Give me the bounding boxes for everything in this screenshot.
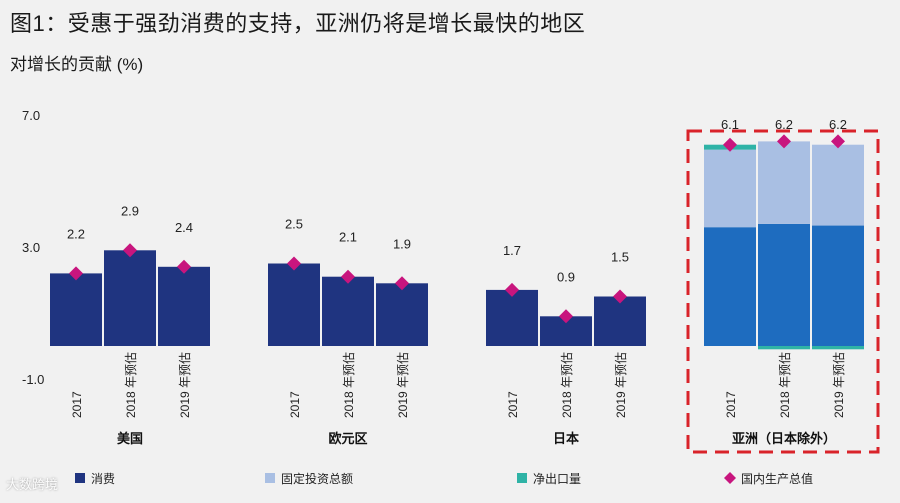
x-tick-label: 2019 年预估 [832,352,846,418]
gdp-marker [177,259,191,274]
data-label: 0.9 [557,269,575,284]
gdp-marker [287,256,301,271]
gdp-marker [559,309,573,324]
gdp-marker [341,269,355,284]
y-tick-label: -1.0 [22,372,44,387]
x-tick-label: 2019 年预估 [178,352,192,418]
bar-consumption [104,250,156,346]
data-label: 1.5 [611,250,629,265]
legend-swatch-investment [265,473,275,483]
gdp-marker [395,276,409,291]
bar-investment [812,144,864,226]
data-label: 2.5 [285,217,303,232]
bar-investment [758,141,810,224]
y-tick-label: 3.0 [22,240,40,255]
bar-consumption [322,276,374,346]
bar-net-exports [812,346,864,350]
data-label: 2.1 [339,230,357,245]
bar-investment [704,149,756,228]
x-tick-label: 2017 [288,391,302,418]
gdp-marker [831,134,845,149]
data-label: 2.9 [121,203,139,218]
legend-swatch-consumption [75,473,85,483]
bar-consumption [486,289,538,346]
bar-consumption [268,263,320,346]
data-label: 1.9 [393,236,411,251]
bar-consumption [594,296,646,346]
legend-swatch-gdp [724,472,736,484]
y-tick-label: 7.0 [22,108,40,123]
x-tick-label: 2018 年预估 [778,352,792,418]
x-tick-label: 2017 [70,391,84,418]
legend-label: 净出口量 [533,472,581,486]
bar-consumption [812,225,864,346]
gdp-marker [505,282,519,297]
bar-consumption [158,266,210,346]
gdp-marker [777,134,791,149]
gdp-marker [613,289,627,304]
group-label: 日本 [553,431,579,446]
bar-consumption [376,283,428,346]
data-label: 2.4 [175,220,193,235]
data-label: 6.1 [721,117,739,132]
group-label: 美国 [117,431,143,446]
chart-title: 图1：受惠于强劲消费的支持，亚洲仍将是增长最快的地区 [10,11,586,36]
watermark: 大数跨境 [6,477,59,492]
legend-label: 消费 [91,472,115,486]
legend-swatch-net_exports [517,473,527,483]
gdp-marker [69,266,83,281]
data-label: 1.7 [503,243,521,258]
data-label: 6.2 [775,117,793,132]
x-tick-label: 2019 年预估 [614,352,628,418]
group-label: 欧元区 [328,431,367,446]
x-tick-label: 2018 年预估 [342,352,356,418]
chart-subtitle: 对增长的贡献 (%) [10,55,144,74]
bar-consumption [704,227,756,346]
data-label: 6.2 [829,117,847,132]
legend-label: 固定投资总额 [281,471,353,486]
x-tick-label: 2017 [724,391,738,418]
group-label: 亚洲（日本除外） [732,431,836,446]
bar-net-exports [758,346,810,350]
legend-label: 国内生产总值 [741,471,813,486]
gdp-marker [123,243,137,258]
bar-consumption [758,223,810,346]
data-label: 2.2 [67,226,85,241]
x-tick-label: 2018 年预估 [124,352,138,418]
highlight-box [686,129,880,454]
x-tick-label: 2018 年预估 [560,352,574,418]
x-tick-label: 2019 年预估 [396,352,410,418]
x-tick-label: 2017 [506,391,520,418]
bar-consumption [50,273,102,346]
gdp-marker [723,137,737,152]
